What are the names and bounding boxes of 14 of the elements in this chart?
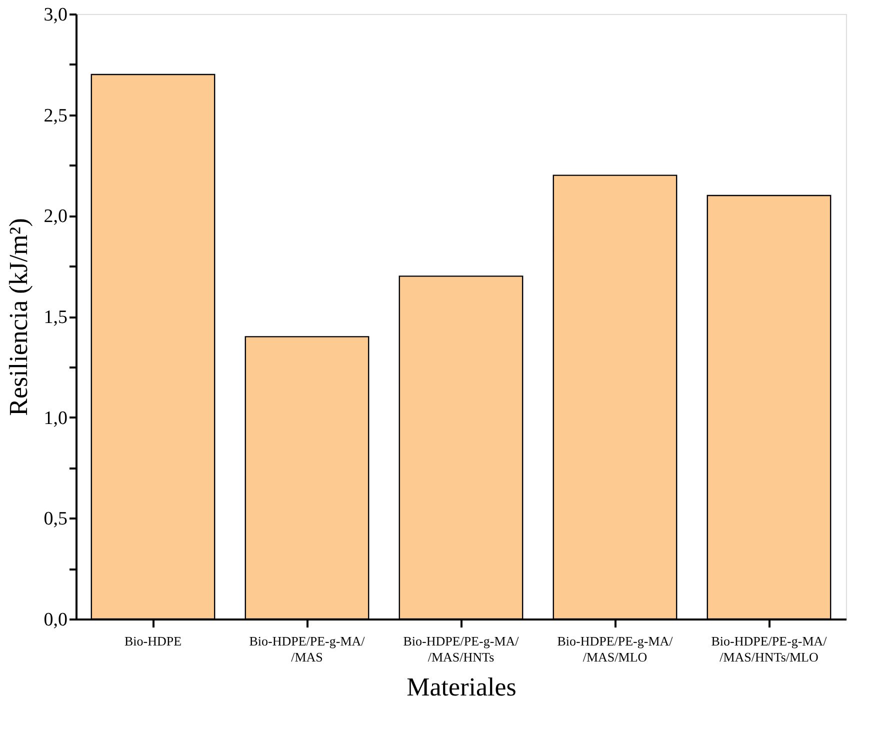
y-tick-label: 1,5 bbox=[44, 307, 68, 328]
x-tick-label: Bio-HDPE/PE-g-MA/ /MAS bbox=[249, 634, 366, 664]
y-tick-label: 0,0 bbox=[44, 610, 68, 630]
y-tick-label: 2,0 bbox=[44, 206, 68, 228]
y-tick-label: 3,0 bbox=[44, 4, 68, 26]
x-tick-label: Bio-HDPE/PE-g-MA/ /MAS/MLO bbox=[557, 634, 674, 664]
y-tick-label: 1,0 bbox=[44, 408, 68, 429]
y-tick-label: 2,5 bbox=[44, 105, 68, 126]
x-tick-label: Bio-HDPE/PE-g-MA/ /MAS/HNTs/MLO bbox=[711, 634, 828, 664]
x-tick-label: Bio-HDPE/PE-g-MA/ /MAS/HNTs bbox=[403, 634, 520, 664]
x-tick-label: Bio-HDPE bbox=[124, 634, 182, 648]
x-axis-title: Materiales bbox=[406, 672, 516, 702]
y-tick-label: 0,5 bbox=[44, 508, 68, 530]
y-axis-title: Resiliencia (kJ/m²) bbox=[4, 218, 33, 416]
